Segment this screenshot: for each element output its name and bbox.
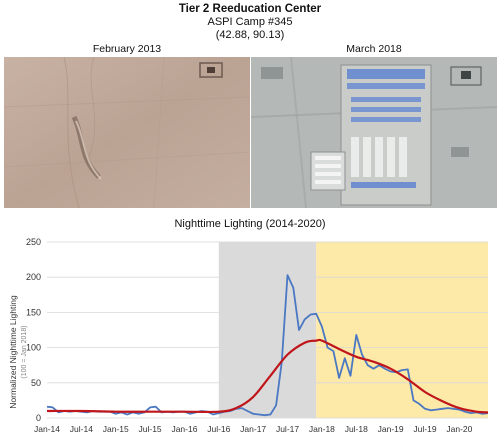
x-tick-label: Jul-14 bbox=[70, 424, 93, 434]
x-tick-label: Jul-18 bbox=[345, 424, 368, 434]
x-tick-label: Jan-15 bbox=[103, 424, 129, 434]
left-image-caption: February 2013 bbox=[92, 43, 162, 55]
shaded-period-1 bbox=[218, 242, 317, 418]
y-tick-label: 50 bbox=[31, 378, 41, 388]
y-axis-label: Normalized Nighttime Lighting bbox=[8, 295, 18, 409]
nighttime-lighting-chart: 0 50 100 150 200 250 Jan-14 Jul-14 Jan-15 Jul-15… bbox=[8, 237, 489, 434]
smoothed-series-line bbox=[46, 338, 489, 414]
x-tick-label: Jan-16 bbox=[171, 424, 197, 434]
y-tick-label: 100 bbox=[26, 343, 41, 353]
satellite-image-2018 bbox=[251, 57, 497, 208]
y-tick-label: 250 bbox=[26, 237, 41, 247]
x-tick-label: Jan-19 bbox=[378, 424, 404, 434]
x-tick-label: Jan-20 bbox=[446, 424, 472, 434]
x-tick-label: Jan-17 bbox=[240, 424, 266, 434]
chart-title: Nighttime Lighting (2014-2020) bbox=[174, 218, 326, 230]
y-tick-label: 200 bbox=[26, 272, 41, 282]
x-tick-label: Jan-18 bbox=[309, 424, 335, 434]
satellite-image-2013 bbox=[4, 57, 250, 208]
x-tick-label: Jul-19 bbox=[413, 424, 436, 434]
x-tick-label: Jul-17 bbox=[276, 424, 299, 434]
y-tick-label: 150 bbox=[26, 307, 41, 317]
y-axis-note: (100 = Jan 2018) bbox=[21, 325, 28, 378]
right-image-caption: March 2018 bbox=[346, 43, 402, 55]
x-tick-label: Jul-16 bbox=[207, 424, 230, 434]
x-tick-label: Jul-15 bbox=[139, 424, 162, 434]
page-title: Tier 2 Reeducation Center bbox=[178, 3, 322, 15]
x-tick-label: Jan-14 bbox=[34, 424, 60, 434]
camp-id: ASPI Camp #345 bbox=[207, 16, 293, 28]
y-tick-label: 0 bbox=[36, 413, 41, 423]
coordinates: (42.88, 90.13) bbox=[215, 29, 285, 41]
shaded-period-2 bbox=[316, 242, 488, 418]
title-block: Tier 2 Reeducation Center ASPI Camp #345… bbox=[0, 2, 500, 42]
